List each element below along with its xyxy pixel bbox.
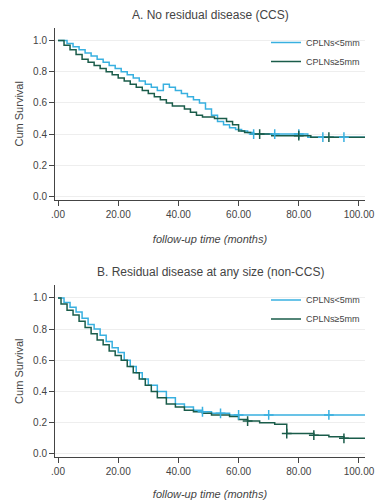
svg-text:follow-up time (months): follow-up time (months): [153, 488, 268, 500]
svg-text:Cum Survival: Cum Survival: [13, 338, 25, 403]
svg-text:20.00: 20.00: [106, 466, 131, 477]
svg-text:40.00: 40.00: [166, 466, 191, 477]
svg-text:100.00: 100.00: [344, 209, 375, 220]
svg-text:0.8: 0.8: [33, 66, 47, 77]
svg-text:60.00: 60.00: [226, 209, 251, 220]
svg-text:0.6: 0.6: [33, 97, 47, 108]
svg-text:0.4: 0.4: [33, 129, 47, 140]
svg-text:.00: .00: [51, 209, 65, 220]
svg-text:0.0: 0.0: [33, 191, 47, 202]
svg-text:0.6: 0.6: [33, 355, 47, 366]
svg-text:CPLNs<5mm: CPLNs<5mm: [306, 295, 360, 305]
svg-text:Cum Survival: Cum Survival: [13, 81, 25, 146]
svg-text:CPLNs<5mm: CPLNs<5mm: [306, 38, 360, 48]
svg-text:0.2: 0.2: [33, 160, 47, 171]
svg-text:80.00: 80.00: [286, 466, 311, 477]
svg-text:20.00: 20.00: [106, 209, 131, 220]
svg-text:1.0: 1.0: [33, 35, 47, 46]
svg-text:1.0: 1.0: [33, 292, 47, 303]
svg-text:0.2: 0.2: [33, 417, 47, 428]
svg-text:0.0: 0.0: [33, 448, 47, 459]
svg-text:60.00: 60.00: [226, 466, 251, 477]
svg-text:B. Residual disease at any siz: B. Residual disease at any size (non-CCS…: [97, 265, 324, 279]
svg-text:CPLNs≥5mm: CPLNs≥5mm: [306, 57, 359, 67]
svg-text:40.00: 40.00: [166, 209, 191, 220]
svg-text:.00: .00: [51, 466, 65, 477]
svg-text:80.00: 80.00: [286, 209, 311, 220]
svg-text:0.8: 0.8: [33, 324, 47, 335]
svg-text:0.4: 0.4: [33, 386, 47, 397]
svg-text:CPLNs≥5mm: CPLNs≥5mm: [306, 314, 359, 324]
svg-text:100.00: 100.00: [344, 466, 375, 477]
svg-text:follow-up time (months): follow-up time (months): [153, 233, 268, 245]
svg-text:A. No residual disease (CCS): A. No residual disease (CCS): [132, 8, 289, 22]
